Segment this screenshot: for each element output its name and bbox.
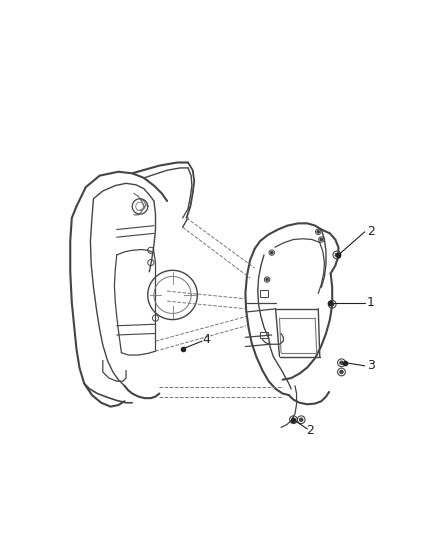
Circle shape: [271, 252, 273, 254]
Text: 1: 1: [367, 296, 375, 309]
Text: 2: 2: [307, 424, 314, 437]
Text: 2: 2: [367, 225, 375, 238]
Circle shape: [331, 303, 334, 306]
Circle shape: [340, 361, 343, 364]
Circle shape: [320, 238, 322, 241]
Text: 3: 3: [367, 359, 375, 372]
Text: 4: 4: [202, 333, 210, 346]
Circle shape: [340, 370, 343, 374]
Circle shape: [266, 278, 268, 281]
Circle shape: [336, 253, 339, 256]
Circle shape: [300, 418, 303, 421]
Bar: [260, 332, 268, 338]
Circle shape: [292, 418, 295, 421]
Bar: [260, 290, 268, 296]
Circle shape: [317, 231, 319, 233]
